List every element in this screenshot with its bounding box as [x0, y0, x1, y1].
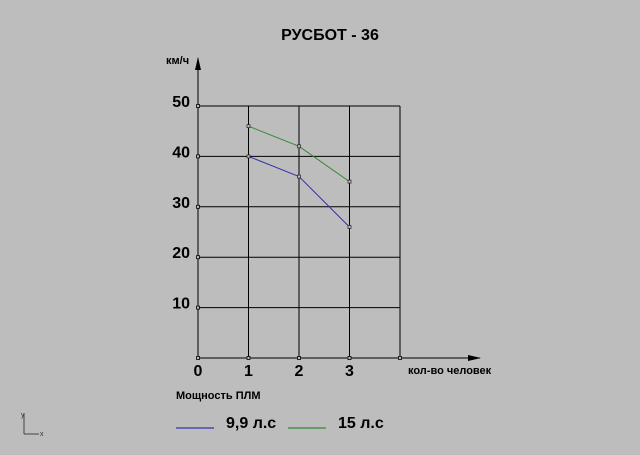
x-tick-marker-0: [196, 356, 200, 360]
y-tick-marker-2: [196, 204, 200, 209]
x-tick-marker-2: [297, 356, 301, 360]
y-tick-label-4: 50: [172, 94, 190, 111]
y-tick-label-1: 20: [172, 245, 190, 262]
series-point-0-1: [297, 174, 301, 179]
chart-title: РУСБОТ - 36: [281, 27, 379, 44]
series-point-1-1: [297, 144, 301, 149]
x-tick-label-2: 2: [295, 363, 304, 380]
tick-labels: 10 20 30 40 50 0 1 2 3: [172, 94, 354, 380]
x-tick-marker-3: [347, 356, 352, 360]
y-axis-label: км/ч: [166, 55, 189, 67]
x-axis-label: кол-во человек: [408, 365, 492, 377]
grid: [198, 105, 401, 358]
x-axis-arrow: [468, 355, 481, 361]
ucs-x-label: x: [40, 431, 44, 438]
ucs-y-label: y: [21, 412, 25, 419]
x-tick-label-3: 3: [345, 363, 354, 380]
x-tick-marker-4: [398, 356, 402, 360]
y-tick-label-0: 10: [172, 296, 190, 313]
x-tick-marker-1: [246, 356, 251, 360]
y-axis-arrow: [195, 57, 201, 70]
y-tick-label-3: 40: [172, 144, 190, 161]
x-tick-label-1: 1: [244, 363, 253, 380]
y-tick-marker-4: [196, 104, 200, 108]
legend-title: Мощность ПЛМ: [176, 390, 261, 402]
axes: [195, 57, 481, 361]
series-point-0-2: [347, 225, 352, 229]
ucs-icon: y x: [21, 412, 44, 438]
series-point-1-0: [246, 124, 251, 129]
y-tick-marker-3: [196, 154, 200, 159]
series-point-0-0: [246, 154, 251, 159]
legend-label-0: 9,9 л.с: [226, 415, 276, 432]
series-lines: [246, 124, 352, 229]
y-tick-marker-0: [196, 305, 200, 310]
y-tick-marker-1: [196, 255, 200, 260]
series-point-1-2: [347, 179, 352, 184]
legend-label-1: 15 л.с: [338, 415, 384, 432]
legend: 9,9 л.с 15 л.с: [176, 415, 384, 432]
x-tick-label-0: 0: [194, 363, 203, 380]
y-tick-label-2: 30: [172, 195, 190, 212]
